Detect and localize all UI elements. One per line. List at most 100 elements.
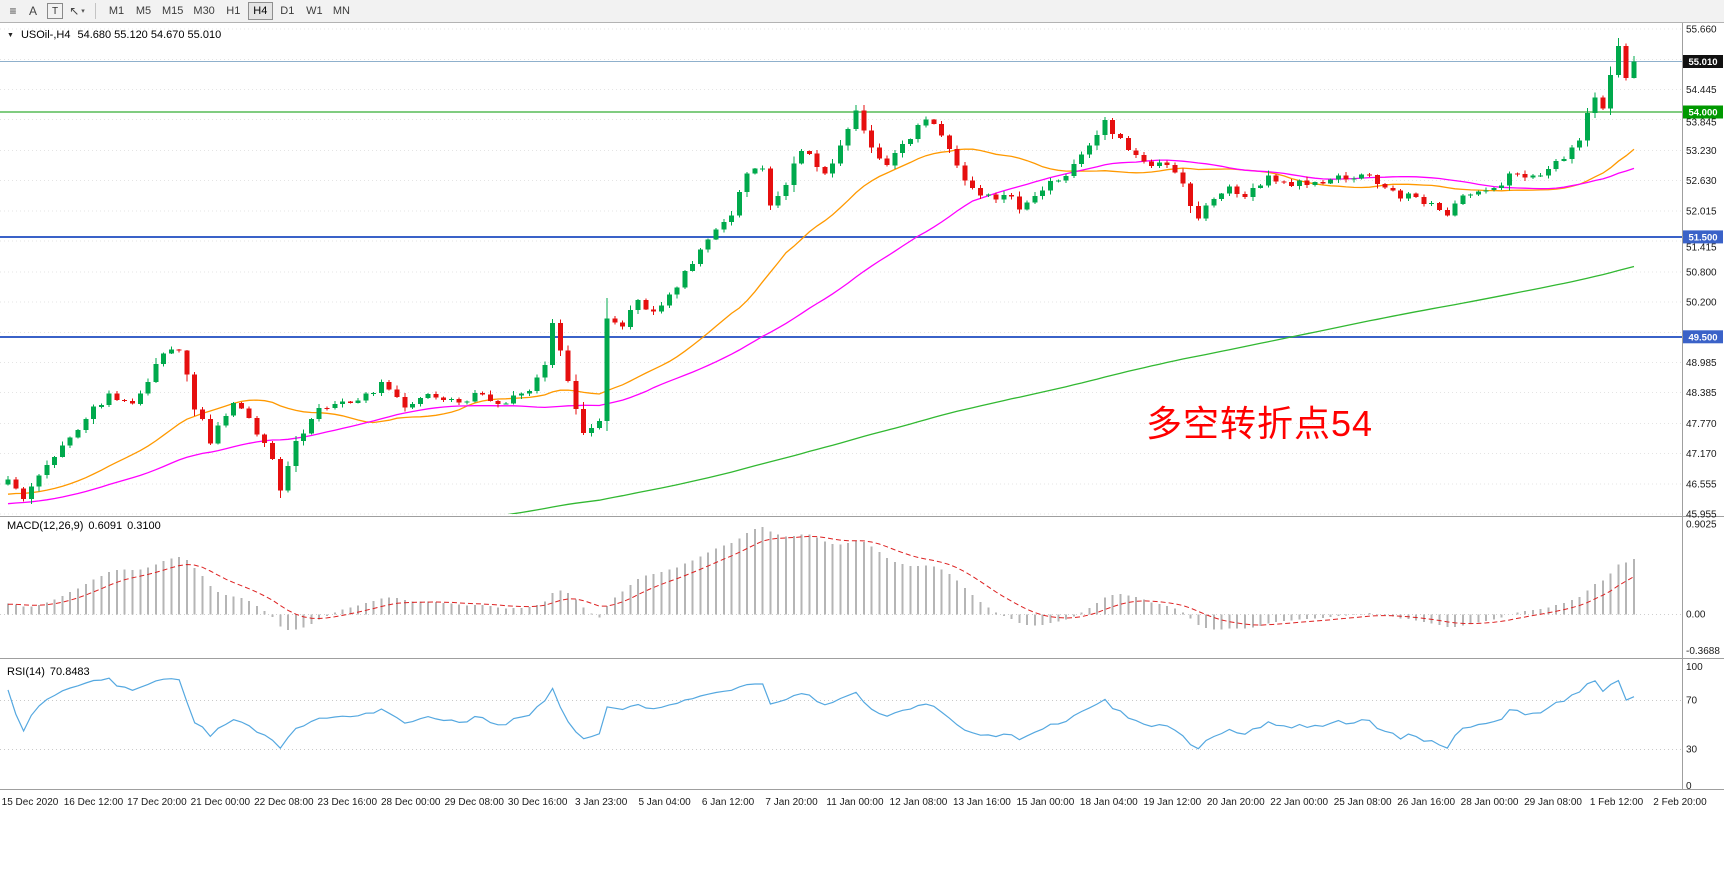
- symbol-period-label: USOil-,H4: [20, 29, 71, 41]
- rsi-title: RSI(14): [7, 666, 45, 678]
- svg-text:48.985: 48.985: [1686, 358, 1717, 369]
- rsi-value: 70.8483: [49, 666, 90, 678]
- svg-text:29 Dec 08:00: 29 Dec 08:00: [444, 797, 504, 808]
- svg-text:30: 30: [1686, 744, 1698, 755]
- svg-text:17 Dec 20:00: 17 Dec 20:00: [127, 797, 187, 808]
- macd-indicator-label: MACD(12,26,9) 0.6091 0.3100: [7, 520, 161, 532]
- svg-text:21 Dec 00:00: 21 Dec 00:00: [191, 797, 251, 808]
- timeframe-w1[interactable]: W1: [306, 5, 323, 17]
- rsi-line: [7, 677, 1635, 750]
- timeframe-group: M1 M5 M15 M30 H1 H4 D1 W1 MN: [104, 2, 354, 20]
- timeframe-m1[interactable]: M1: [108, 5, 125, 17]
- price-gridlines: [0, 28, 1682, 515]
- time-axis-labels: 15 Dec 2020 16 Dec 12:00 17 Dec 20:00 21 De…: [2, 797, 1707, 808]
- toolbar-tools-group: ≡ A T ↖ ▾: [3, 2, 87, 20]
- svg-text:7 Jan 20:00: 7 Jan 20:00: [765, 797, 818, 808]
- svg-text:51.500: 51.500: [1688, 232, 1717, 243]
- svg-text:15 Dec 2020: 15 Dec 2020: [2, 797, 59, 808]
- svg-text:22 Jan 00:00: 22 Jan 00:00: [1270, 797, 1328, 808]
- text-box-tool[interactable]: T: [47, 3, 63, 19]
- top-toolbar: ≡ A T ↖ ▾ M1 M5 M15 M30 H1 H4 D1 W1 MN: [0, 0, 1724, 23]
- svg-text:22 Dec 08:00: 22 Dec 08:00: [254, 797, 314, 808]
- timeframe-m15[interactable]: M15: [162, 5, 184, 17]
- ohlc-values: 54.680 55.120 54.670 55.010: [77, 29, 222, 41]
- svg-text:50.200: 50.200: [1686, 297, 1717, 308]
- timeframe-m5[interactable]: M5: [135, 5, 152, 17]
- svg-text:0.00: 0.00: [1686, 609, 1706, 620]
- svg-text:53.230: 53.230: [1686, 146, 1717, 157]
- svg-text:50.800: 50.800: [1686, 267, 1717, 278]
- svg-text:3 Jan 23:00: 3 Jan 23:00: [575, 797, 628, 808]
- svg-text:-0.3688: -0.3688: [1686, 646, 1720, 657]
- svg-text:18 Jan 04:00: 18 Jan 04:00: [1080, 797, 1138, 808]
- svg-text:19 Jan 12:00: 19 Jan 12:00: [1143, 797, 1201, 808]
- macd-signal-value: 0.3100: [127, 520, 161, 532]
- rsi-indicator-label: RSI(14) 70.8483: [7, 666, 90, 678]
- svg-text:53.845: 53.845: [1686, 117, 1717, 128]
- symbol-menu-arrow-icon[interactable]: ▼: [7, 31, 14, 39]
- text-label-tool[interactable]: A: [28, 4, 37, 18]
- ma-fast-line: [7, 148, 1635, 495]
- svg-text:51.415: 51.415: [1686, 242, 1717, 253]
- svg-text:16 Dec 12:00: 16 Dec 12:00: [64, 797, 124, 808]
- svg-text:25 Jan 08:00: 25 Jan 08:00: [1334, 797, 1392, 808]
- svg-text:2 Feb 20:00: 2 Feb 20:00: [1653, 797, 1707, 808]
- timeframe-d1[interactable]: D1: [280, 5, 295, 17]
- svg-text:49.500: 49.500: [1688, 332, 1717, 343]
- chart-objects-icon[interactable]: ≡: [9, 4, 17, 18]
- ma-slow-line: [507, 265, 1635, 514]
- svg-text:6 Jan 12:00: 6 Jan 12:00: [702, 797, 755, 808]
- rsi-level-lines: [0, 700, 1682, 750]
- current-price-badge: 55.010: [1683, 55, 1723, 68]
- hline-49500-badge: 49.500: [1683, 330, 1723, 343]
- timeframe-m30[interactable]: M30: [193, 5, 215, 17]
- macd-axis-labels: 0.9025 0.00 -0.3688: [1686, 520, 1720, 657]
- hline-54000-badge: 54.000: [1683, 105, 1723, 119]
- timeframe-h1[interactable]: H1: [226, 5, 241, 17]
- svg-text:55.660: 55.660: [1686, 25, 1717, 36]
- svg-text:46.555: 46.555: [1686, 480, 1717, 491]
- svg-text:48.385: 48.385: [1686, 388, 1717, 399]
- chart-canvas[interactable]: 55.660 54.445 53.845 53.230 52.630 52.015 51.4…: [0, 23, 1724, 890]
- svg-text:52.015: 52.015: [1686, 207, 1717, 218]
- dropdown-caret-icon: ▾: [81, 8, 85, 15]
- price-axis-labels: 55.660 54.445 53.845 53.230 52.630 52.015 51.4…: [1686, 25, 1717, 521]
- timeframe-h4[interactable]: H4: [247, 2, 273, 20]
- annotation-text[interactable]: 多空转折点54: [1146, 403, 1374, 444]
- svg-text:15 Jan 00:00: 15 Jan 00:00: [1016, 797, 1074, 808]
- svg-text:5 Jan 04:00: 5 Jan 04:00: [638, 797, 691, 808]
- price-badges: 55.010 54.000 51.500 49.500: [1683, 55, 1723, 343]
- candlestick-series: [5, 38, 1637, 505]
- svg-text:23 Dec 16:00: 23 Dec 16:00: [318, 797, 378, 808]
- chart-window[interactable]: 55.660 54.445 53.845 53.230 52.630 52.015 51.4…: [0, 23, 1724, 890]
- svg-text:0: 0: [1686, 781, 1692, 792]
- svg-text:0.9025: 0.9025: [1686, 520, 1717, 531]
- svg-text:52.630: 52.630: [1686, 176, 1717, 187]
- svg-text:12 Jan 08:00: 12 Jan 08:00: [890, 797, 948, 808]
- svg-text:1 Feb 12:00: 1 Feb 12:00: [1590, 797, 1644, 808]
- svg-text:20 Jan 20:00: 20 Jan 20:00: [1207, 797, 1265, 808]
- svg-text:26 Jan 16:00: 26 Jan 16:00: [1397, 797, 1455, 808]
- svg-text:54.445: 54.445: [1686, 85, 1717, 96]
- svg-text:28 Dec 00:00: 28 Dec 00:00: [381, 797, 441, 808]
- svg-text:55.010: 55.010: [1688, 57, 1717, 68]
- rsi-axis-labels: 100 70 30 0: [1686, 662, 1703, 792]
- arrow-tool[interactable]: ↖ ▾: [69, 4, 85, 18]
- svg-text:29 Jan 08:00: 29 Jan 08:00: [1524, 797, 1582, 808]
- timeframe-mn[interactable]: MN: [332, 5, 350, 17]
- macd-signal-line: [8, 535, 1635, 626]
- svg-text:13 Jan 16:00: 13 Jan 16:00: [953, 797, 1011, 808]
- svg-text:45.955: 45.955: [1686, 510, 1717, 521]
- svg-text:70: 70: [1686, 696, 1698, 707]
- toolbar-separator: [95, 3, 96, 19]
- macd-value: 0.6091: [88, 520, 123, 532]
- svg-text:11 Jan 00:00: 11 Jan 00:00: [826, 797, 884, 808]
- svg-text:54.000: 54.000: [1688, 107, 1717, 118]
- svg-text:30 Dec 16:00: 30 Dec 16:00: [508, 797, 568, 808]
- macd-title: MACD(12,26,9): [7, 520, 84, 532]
- hline-51500-badge: 51.500: [1683, 230, 1723, 244]
- svg-text:100: 100: [1686, 662, 1703, 673]
- svg-text:47.170: 47.170: [1686, 449, 1717, 460]
- svg-text:28 Jan 00:00: 28 Jan 00:00: [1461, 797, 1519, 808]
- svg-text:47.770: 47.770: [1686, 419, 1717, 430]
